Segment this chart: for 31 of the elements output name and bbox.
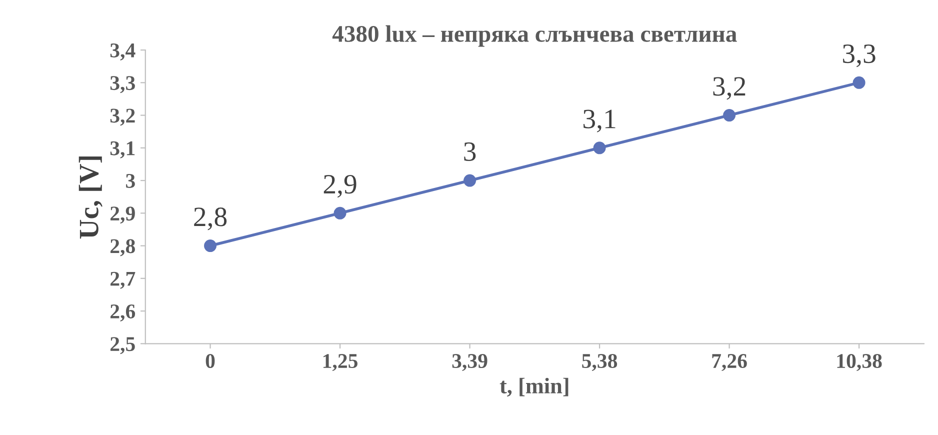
- data-label: 2,9: [324, 174, 356, 198]
- y-tick-label: 3: [126, 174, 135, 188]
- y-tick-label: 2,7: [110, 272, 136, 289]
- x-tick-label: 0: [206, 354, 215, 368]
- point: [204, 240, 217, 252]
- x-axis-title: t, [min]: [500, 378, 568, 397]
- x-tick-label: 10,38: [837, 354, 882, 372]
- point: [723, 109, 736, 122]
- point: [334, 206, 346, 220]
- y-axis-title: Uc, [V]: [78, 156, 102, 239]
- data-label: 3: [464, 142, 476, 161]
- y-tick-label: 2,6: [110, 304, 136, 322]
- data-label: 3,3: [843, 44, 876, 68]
- y-tick-label: 3,1: [110, 141, 135, 158]
- y-tick-label: 3,3: [110, 76, 135, 94]
- y-tick-label: 2,5: [110, 337, 135, 354]
- point: [852, 76, 866, 89]
- data-label: 3,2: [713, 77, 746, 100]
- chart-title: 4380 lux – непряка слънчева светлина: [332, 25, 737, 47]
- y-tick-label: 2,8: [110, 239, 135, 256]
- y-tick-label: 3,4: [110, 43, 136, 60]
- x-tick-label: 3,39: [452, 354, 488, 372]
- point: [593, 142, 606, 154]
- data-label: 2,8: [194, 208, 227, 230]
- y-tick-label: 2,9: [110, 206, 135, 224]
- x-tick-label: 1,25: [323, 354, 358, 372]
- y-tick-label: 3,2: [110, 108, 135, 126]
- x-tick-label: 7,26: [712, 354, 747, 372]
- x-tick-label: 5,38: [582, 354, 618, 372]
- point: [464, 174, 476, 187]
- data-label: 3,1: [584, 110, 616, 132]
